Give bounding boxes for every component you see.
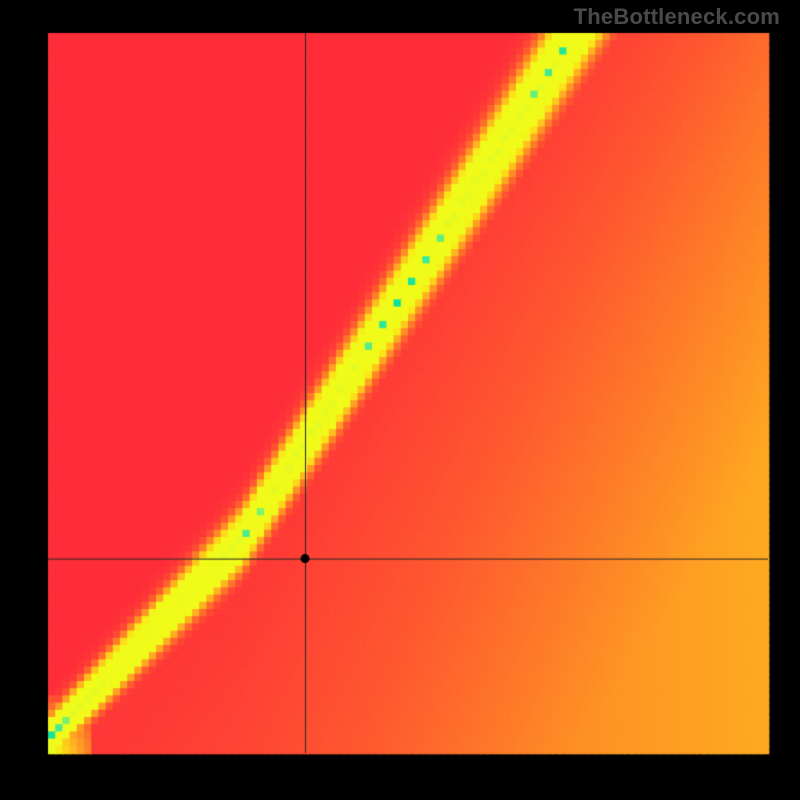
bottleneck-heatmap — [0, 0, 800, 800]
watermark-text: TheBottleneck.com — [574, 4, 780, 30]
chart-container: TheBottleneck.com — [0, 0, 800, 800]
